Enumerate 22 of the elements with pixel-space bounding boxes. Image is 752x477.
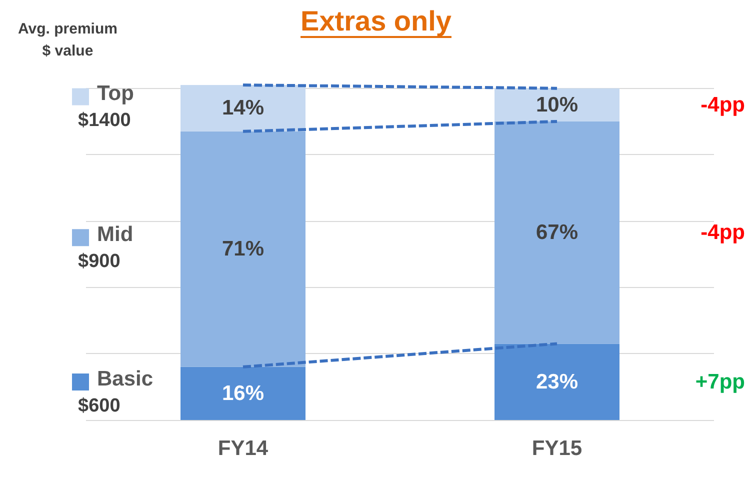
bar [180, 85, 306, 132]
annotation: -4pp [700, 221, 745, 244]
data-label: 10% [536, 93, 578, 116]
bar [180, 366, 306, 420]
data-label: 14% [222, 96, 264, 120]
data-label: 71% [222, 238, 264, 261]
data-label: 23% [536, 370, 578, 394]
y-axis-title: Avg. premium $ value [18, 20, 118, 60]
legend-label: Basic $600 [78, 367, 154, 416]
x-tick-label: FY15 [532, 437, 582, 460]
legend-label: Mid $900 [78, 223, 134, 272]
annotation: +7pp [695, 370, 745, 394]
data-label: 16% [222, 382, 264, 405]
data-label: 67% [536, 221, 578, 244]
bar [180, 131, 306, 367]
bar [494, 121, 620, 344]
bar [494, 88, 620, 122]
x-tick-label: FY14 [218, 437, 268, 460]
bar [494, 344, 620, 420]
legend-label: Top $1400 [78, 82, 134, 132]
chart-title: Extras only [300, 6, 452, 36]
annotation: -4pp [700, 93, 745, 116]
